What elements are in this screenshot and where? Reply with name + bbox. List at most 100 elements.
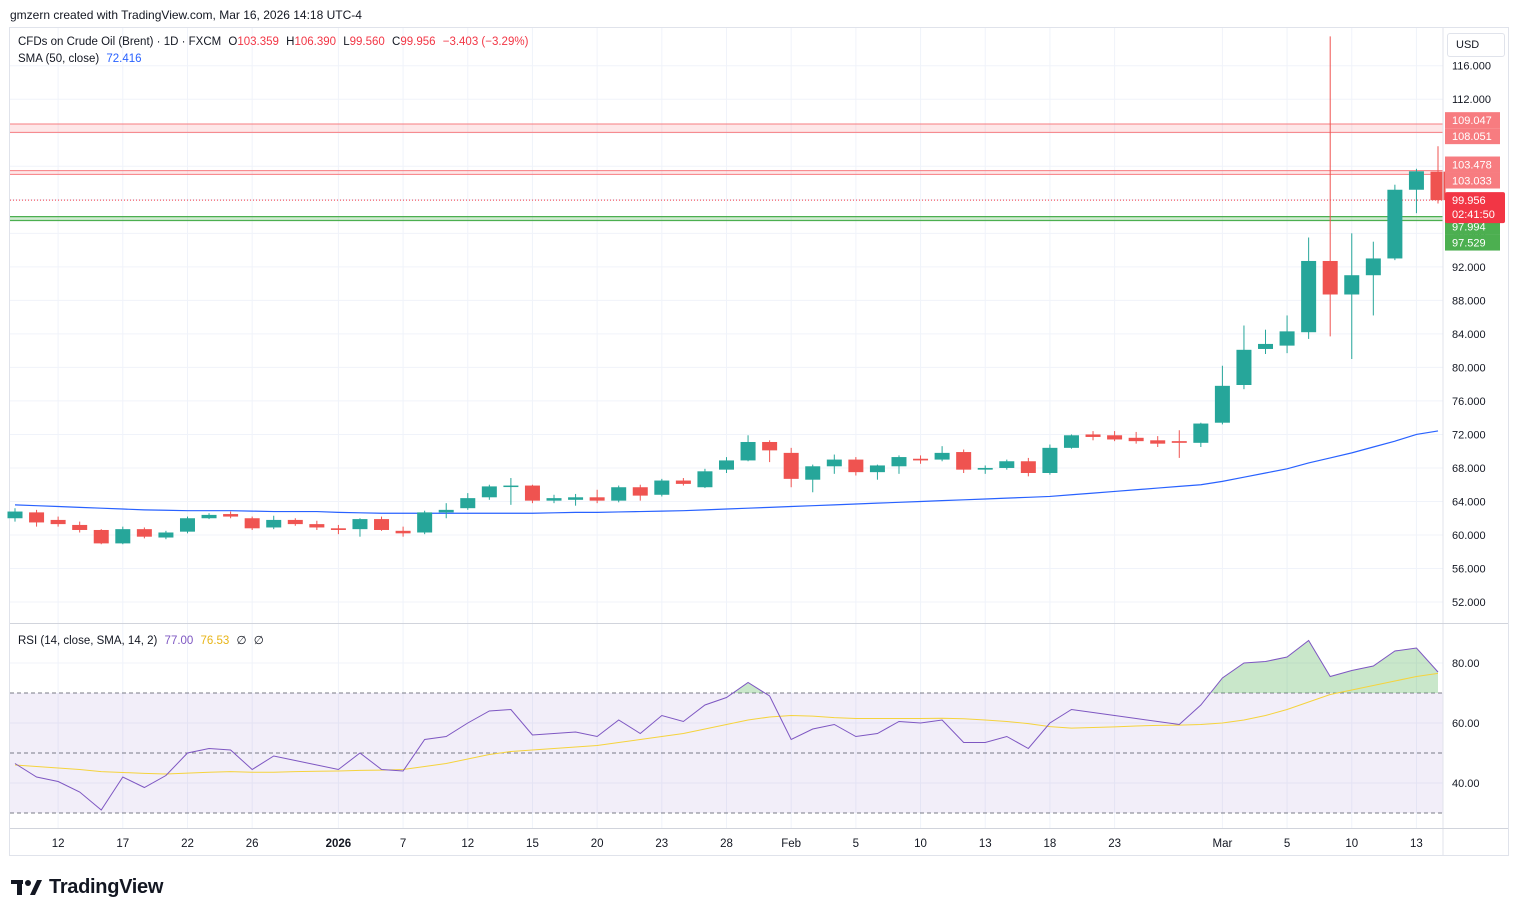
symbol-name: CFDs on Crude Oil (Brent) · 1D · FXCM (18, 36, 222, 48)
price-tick-label: 112.000 (1452, 94, 1491, 106)
candle (201, 513, 217, 520)
support-label: 97.994 (1452, 222, 1486, 234)
price-tick-label: 116.000 (1452, 61, 1491, 73)
candle-body (1085, 434, 1101, 437)
candle-body (632, 487, 648, 496)
candle-body (1020, 461, 1036, 473)
candle-body (934, 452, 950, 460)
price-tick-label: 76.000 (1452, 396, 1486, 408)
candle-body (999, 461, 1015, 468)
candle-body (805, 466, 821, 480)
candle (50, 516, 66, 527)
candle (1193, 422, 1209, 448)
candle (1387, 184, 1403, 261)
candle (934, 446, 950, 462)
candle-body (977, 467, 993, 470)
candle (287, 518, 303, 526)
candle-body (1171, 441, 1187, 443)
candle-body (50, 519, 66, 525)
resistance-zone-lower (10, 170, 1443, 175)
price-tick-label: 80.000 (1452, 362, 1486, 374)
sma-line (14, 430, 1439, 514)
candle (869, 464, 885, 480)
time-tick-label: 23 (655, 838, 668, 850)
candle-body (1365, 258, 1381, 276)
resistance-zone-upper (10, 123, 1443, 133)
candle (654, 478, 670, 497)
candle (330, 524, 346, 535)
time-tick-label: 22 (181, 838, 194, 850)
resistance-label-bg (1445, 128, 1500, 145)
candle (524, 484, 540, 504)
candle-body (762, 441, 778, 451)
candle (1322, 36, 1338, 337)
candle-body (503, 485, 519, 488)
candle (675, 478, 691, 486)
candle (1236, 325, 1252, 390)
candle-body (740, 441, 756, 461)
candle-body (1387, 189, 1403, 259)
brand-name: TradingView (49, 875, 164, 898)
rsi-extra-1: ∅ (236, 635, 247, 647)
candle-body (1430, 171, 1446, 201)
open-label: O (228, 36, 238, 48)
candle (29, 509, 45, 527)
candle-body (223, 514, 239, 517)
rsi-ma-line (14, 672, 1439, 775)
candle (115, 526, 131, 545)
price-tick-label: 52.000 (1452, 597, 1486, 609)
time-tick-label: 10 (914, 838, 927, 850)
time-tick-label: 17 (116, 838, 129, 850)
candle-body (719, 460, 734, 470)
time-tick-label: 15 (526, 838, 539, 850)
candle (632, 484, 648, 501)
sma-value: 72.416 (106, 53, 142, 65)
resistance-label: 108.051 (1452, 131, 1492, 143)
time-tick-label: Mar (1212, 838, 1232, 850)
candle-body (1107, 435, 1123, 440)
sma-label: SMA (50, close) (18, 53, 100, 65)
rsi-extra-2: ∅ (253, 635, 264, 647)
price-tick-label: 60.000 (1452, 530, 1486, 542)
support-label-bg (1445, 234, 1500, 251)
candle (417, 510, 433, 535)
candle-body (1128, 437, 1144, 442)
symbol-legend: CFDs on Crude Oil (Brent) · 1D · FXCM O 1… (18, 36, 532, 48)
price-tick-label: 56.000 (1452, 564, 1486, 576)
candle-body (1408, 171, 1424, 190)
candle-body (1344, 275, 1360, 295)
time-tick-label: 13 (1410, 838, 1423, 850)
candle (719, 457, 734, 473)
resistance-label-bg (1445, 112, 1500, 129)
candle-body (7, 511, 23, 519)
time-tick-label: 12 (52, 838, 65, 850)
rsi-line (14, 639, 1439, 811)
candle-body (309, 524, 325, 528)
axes: 116.000112.000108.000104.000100.00096.00… (10, 28, 1508, 855)
price-labels: 109.047 108.051 103.478 103.033 97.994 97.529… (1445, 112, 1505, 251)
candle-body (568, 497, 584, 500)
currency-button[interactable]: USD (1447, 33, 1505, 57)
candle (395, 526, 411, 537)
candle-body (611, 487, 627, 501)
price-tick-label: 68.000 (1452, 463, 1486, 475)
candle (546, 494, 562, 504)
candle (848, 457, 864, 476)
high-value: 106.390 (294, 36, 337, 48)
candle-body (869, 465, 885, 473)
candle-body (460, 498, 476, 509)
candle-body (244, 518, 260, 529)
chart-credit: gmzern created with TradingView.com, Mar… (10, 8, 362, 22)
candle (1365, 241, 1381, 316)
candle (740, 435, 756, 462)
candle-body (136, 529, 152, 537)
chart-frame (9, 27, 1509, 856)
price-tick-label: 84.000 (1452, 329, 1486, 341)
candle (611, 485, 627, 503)
support-zone (10, 216, 1443, 221)
candle (223, 511, 239, 519)
candle-body (395, 530, 411, 534)
candle (309, 520, 325, 530)
time-tick-label: 20 (591, 838, 604, 850)
